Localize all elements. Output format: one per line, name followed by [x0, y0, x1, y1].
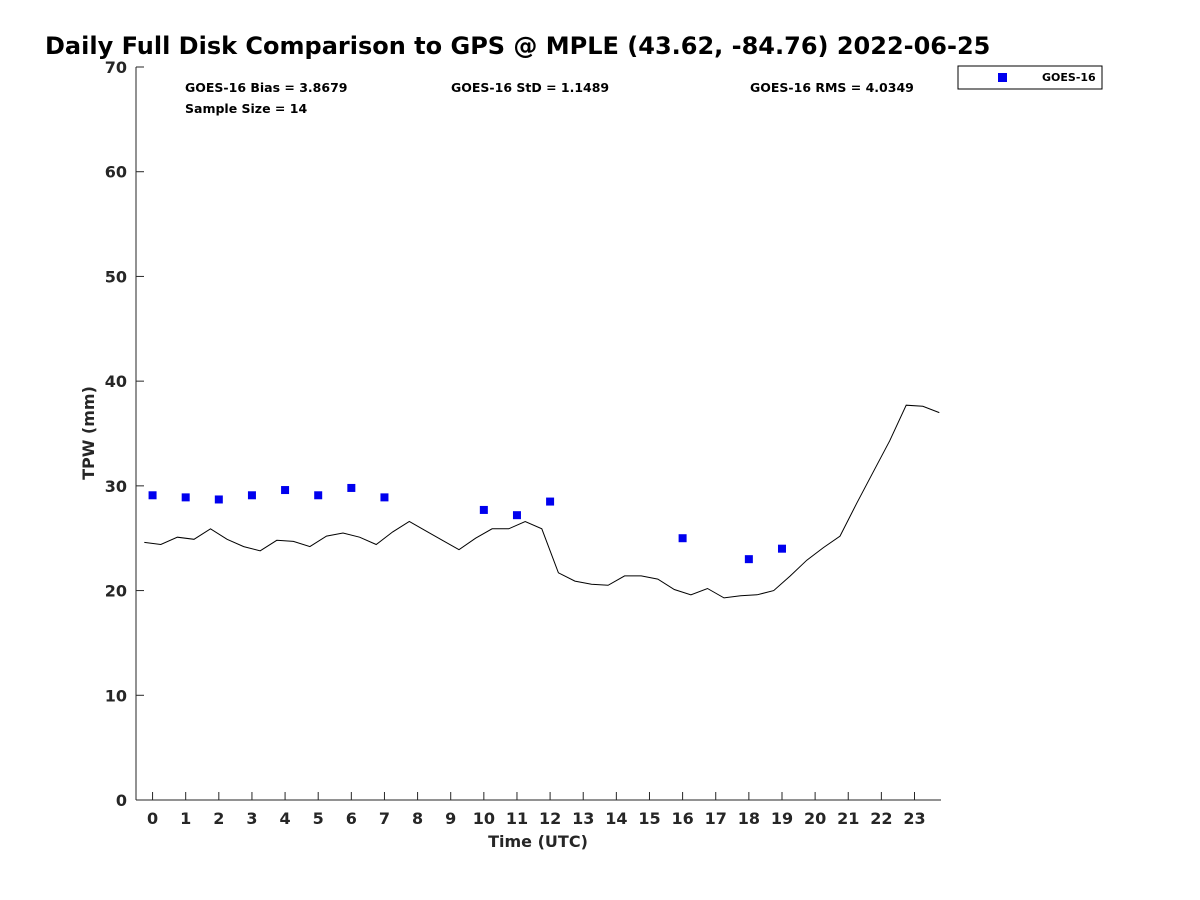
data-point-goes16 — [546, 497, 555, 506]
x-tick-label: 13 — [572, 809, 594, 828]
x-tick-label: 15 — [638, 809, 660, 828]
stat-sample-size: Sample Size = 14 — [185, 101, 307, 116]
data-point-goes16 — [148, 491, 157, 500]
stat-bias: GOES-16 Bias = 3.8679 — [185, 80, 347, 95]
data-point-goes16 — [744, 555, 753, 564]
x-tick-label: 6 — [346, 809, 357, 828]
x-tick-label: 19 — [771, 809, 793, 828]
y-axis-label: TPW (mm) — [79, 386, 98, 480]
x-tick-label: 20 — [804, 809, 826, 828]
y-tick-label: 30 — [105, 477, 127, 496]
x-tick-label: 21 — [837, 809, 859, 828]
x-tick-label: 16 — [671, 809, 693, 828]
x-tick-label: 18 — [738, 809, 760, 828]
y-tick-label: 0 — [116, 791, 127, 810]
x-tick-label: 7 — [379, 809, 390, 828]
data-point-goes16 — [512, 511, 521, 520]
x-tick-label: 14 — [605, 809, 627, 828]
legend-marker-goes16 — [998, 73, 1007, 82]
data-point-goes16 — [247, 491, 256, 500]
x-axis-label: Time (UTC) — [488, 832, 588, 851]
data-point-goes16 — [678, 534, 687, 543]
y-tick-label: 70 — [105, 58, 127, 77]
data-point-goes16 — [347, 483, 356, 492]
series-line-gps — [144, 404, 940, 599]
data-point-goes16 — [281, 486, 290, 495]
legend-label-goes16: GOES-16 — [1042, 71, 1096, 84]
x-tick-label: 4 — [280, 809, 291, 828]
x-tick-label: 17 — [705, 809, 727, 828]
data-point-goes16 — [380, 493, 389, 502]
y-tick-label: 20 — [105, 582, 127, 601]
x-tick-label: 8 — [412, 809, 423, 828]
x-tick-label: 23 — [903, 809, 925, 828]
chart-title: Daily Full Disk Comparison to GPS @ MPLE… — [45, 32, 990, 60]
x-tick-label: 12 — [539, 809, 561, 828]
x-tick-label: 22 — [870, 809, 892, 828]
y-tick-label: 10 — [105, 686, 127, 705]
x-tick-label: 5 — [313, 809, 324, 828]
y-tick-label: 60 — [105, 163, 127, 182]
x-tick-label: 0 — [147, 809, 158, 828]
x-tick-label: 2 — [213, 809, 224, 828]
data-point-goes16 — [479, 505, 488, 514]
y-tick-label: 50 — [105, 267, 127, 286]
stat-std: GOES-16 StD = 1.1489 — [451, 80, 609, 95]
x-tick-label: 1 — [180, 809, 191, 828]
x-tick-label: 3 — [246, 809, 257, 828]
data-point-goes16 — [181, 493, 190, 502]
x-tick-label: 11 — [506, 809, 528, 828]
x-tick-label: 9 — [445, 809, 456, 828]
y-tick-label: 40 — [105, 372, 127, 391]
data-point-goes16 — [314, 491, 323, 500]
legend-box — [957, 65, 1103, 90]
data-point-goes16 — [214, 495, 223, 504]
data-point-goes16 — [777, 544, 786, 553]
stat-rms: GOES-16 RMS = 4.0349 — [750, 80, 914, 95]
x-tick-label: 10 — [473, 809, 495, 828]
legend: GOES-16 — [957, 65, 1103, 90]
